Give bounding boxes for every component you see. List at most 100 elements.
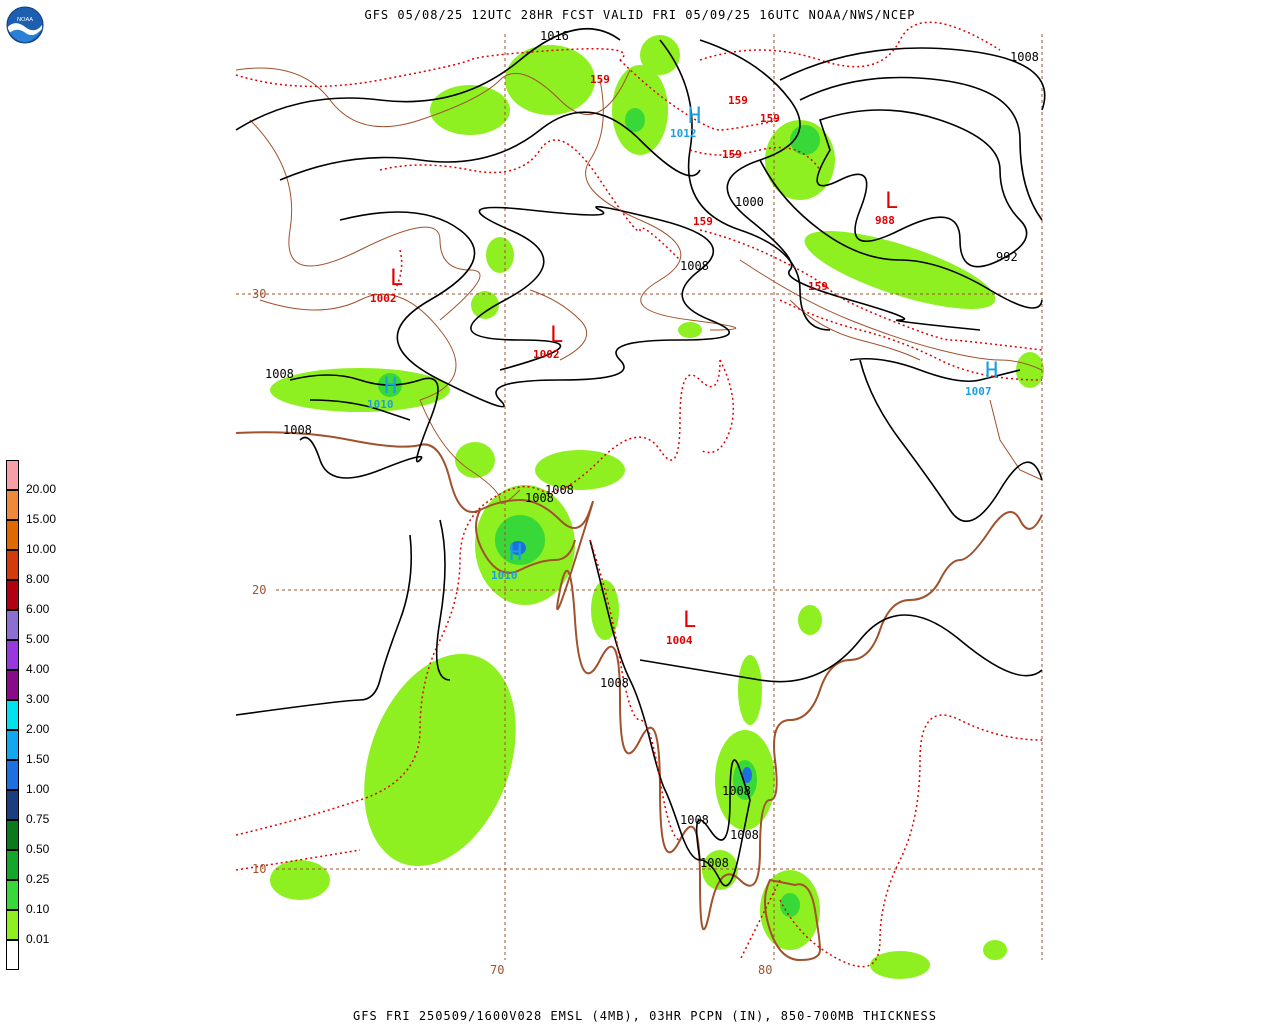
precip-area (625, 108, 645, 132)
high-center-value: 1010 (491, 569, 518, 582)
low-center-value: 1004 (666, 634, 693, 647)
precip-area (270, 368, 450, 412)
isobar-label: 1008 (1010, 50, 1039, 64)
legend-label: 0.25 (26, 872, 50, 886)
border-line (989, 399, 1043, 481)
isobar-label: 992 (996, 250, 1018, 264)
legend-label: 8.00 (26, 572, 50, 586)
legend-swatch (6, 580, 19, 610)
legend-swatch (6, 880, 19, 910)
low-center-symbol: L (550, 323, 563, 348)
thickness-line (589, 539, 681, 841)
legend-swatch (6, 460, 19, 490)
pressure-center-symbols: L L L L H H H H (384, 104, 998, 633)
precip-area (535, 450, 625, 490)
isobar-label: 1008 (265, 367, 294, 381)
thickness-line (235, 48, 625, 88)
isobar (759, 159, 1043, 309)
high-center-symbol: H (985, 359, 998, 384)
legend-swatch (6, 520, 19, 550)
legend-swatch (6, 820, 19, 850)
isobar (859, 359, 1043, 522)
coast-india (235, 431, 1043, 931)
high-center-value: 1007 (965, 385, 992, 398)
isobar (289, 374, 439, 479)
isobar (339, 205, 730, 408)
political-borders (235, 67, 1043, 504)
legend-label: 1.00 (26, 782, 50, 796)
low-center-value: 1002 (370, 292, 397, 305)
precip-area (364, 653, 516, 867)
isobar (639, 614, 1043, 683)
low-center-symbol: L (885, 189, 898, 214)
thickness-label: 159 (693, 215, 713, 228)
border-line (789, 299, 921, 361)
legend-label: 0.10 (26, 902, 50, 916)
border-line (419, 399, 521, 504)
legend-label: 1.50 (26, 752, 50, 766)
precip-area (780, 893, 800, 917)
low-center-value: 988 (875, 214, 895, 227)
legend-label: 0.50 (26, 842, 50, 856)
thickness-lines (235, 21, 1043, 968)
precip-area (505, 45, 595, 115)
precip-area (798, 605, 822, 635)
legend-swatch (6, 940, 19, 970)
isobar (799, 76, 1043, 221)
border-line (739, 259, 1043, 371)
pressure-center-values: 1002 1002 988 1004 1012 1010 1010 1007 (367, 127, 992, 647)
legend-swatch (6, 730, 19, 760)
precip-area (510, 541, 526, 555)
precip-area (678, 322, 702, 338)
legend-swatch (6, 550, 19, 580)
high-center-value: 1012 (670, 127, 697, 140)
border-line (235, 67, 631, 128)
thickness-line (739, 879, 781, 961)
precip-area (804, 231, 996, 309)
legend-label: 20.00 (26, 482, 57, 496)
map-caption: GFS FRI 250509/1600V028 EMSL (4MB), 03HR… (353, 1009, 937, 1023)
isobar (279, 111, 701, 181)
border-line (259, 293, 457, 401)
precip-area (270, 860, 330, 900)
isobar (309, 399, 411, 421)
legend-label: 6.00 (26, 602, 50, 616)
border-line (249, 119, 481, 321)
map-title: GFS 05/08/25 12UTC 28HR FCST VALID FRI 0… (364, 8, 916, 22)
legend-label: 0.75 (26, 812, 50, 826)
legend-swatch (6, 700, 19, 730)
noaa-logo-icon: NOAA (6, 6, 44, 44)
isobar-labels: 1016 1008 1000 1008 992 1008 1008 1008 1… (265, 29, 1039, 870)
map-area (236, 34, 1042, 972)
isobar (589, 539, 751, 887)
precipitation-heavy (378, 108, 820, 917)
precip-area (702, 850, 738, 890)
precip-area (430, 85, 510, 135)
thickness-line (394, 249, 403, 291)
precip-area (486, 237, 514, 273)
low-center-symbol: L (683, 608, 696, 633)
legend-swatch (6, 670, 19, 700)
thickness-label: 159 (728, 94, 748, 107)
legend-swatch (6, 490, 19, 520)
low-center-symbol: L (390, 266, 403, 291)
isobar (699, 39, 981, 331)
precip-area (790, 125, 820, 155)
precip-area (640, 35, 680, 75)
legend-label: 4.00 (26, 662, 50, 676)
low-center-value: 1002 (533, 348, 560, 361)
legend-label: 5.00 (26, 632, 50, 646)
precip-area (870, 951, 930, 979)
isobars (235, 27, 1046, 887)
precip-area (742, 767, 752, 783)
isobar-label: 1008 (730, 828, 759, 842)
isobar (849, 357, 1021, 383)
high-center-symbol: H (509, 541, 522, 566)
thickness-line (379, 139, 681, 261)
legend-label: 2.00 (26, 722, 50, 736)
lon-label: 80 (758, 963, 772, 977)
legend-swatch (6, 610, 19, 640)
thickness-line (235, 849, 361, 871)
coast-srilanka (764, 878, 822, 962)
